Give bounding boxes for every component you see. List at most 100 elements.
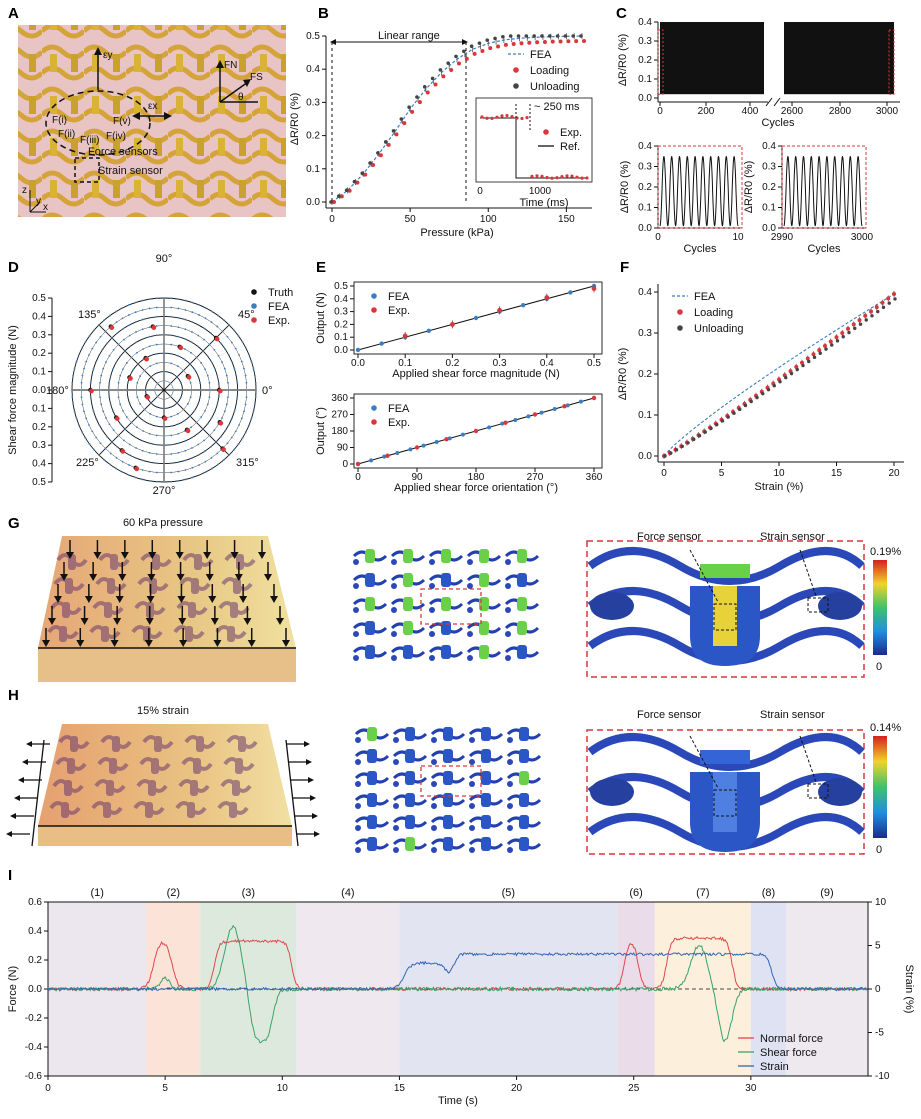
x-axis-label: Strain (%) xyxy=(755,481,804,493)
fea-point xyxy=(184,299,187,302)
h-force-sensor-label: Force sensor xyxy=(637,709,702,721)
fea-point xyxy=(177,298,180,301)
fea-point xyxy=(170,453,173,455)
tick-label: 90 xyxy=(411,472,423,483)
fea-point xyxy=(219,342,222,345)
mesh-node xyxy=(469,803,475,809)
fea-point xyxy=(117,381,120,384)
tick-label: -5 xyxy=(875,1028,884,1039)
fea-point xyxy=(135,341,138,344)
fea-point xyxy=(112,367,114,370)
loading-point xyxy=(441,74,446,79)
fea-point xyxy=(88,443,91,445)
exp-point xyxy=(120,448,126,454)
series-strain xyxy=(47,952,868,992)
panel-letter-a: A xyxy=(8,5,19,22)
fea-point xyxy=(153,389,156,391)
legend-fea: FEA xyxy=(388,403,410,415)
fea-point xyxy=(148,326,151,329)
panel-e: E 0.00.10.20.30.40.50.0 0.1 0.2 0.3 0.4 0.5Ap… xyxy=(315,259,603,494)
unloading-point xyxy=(555,34,560,38)
angle-0: 0° xyxy=(262,385,273,397)
mesh-node xyxy=(505,559,511,565)
fea-point xyxy=(121,317,124,320)
fea-point xyxy=(183,348,186,350)
fea-point xyxy=(195,421,198,424)
mesh-cell xyxy=(403,549,413,563)
mesh-cell xyxy=(481,815,491,829)
lattice-cell xyxy=(145,802,153,818)
fea-point xyxy=(236,381,239,384)
fea-point xyxy=(197,324,200,326)
lattice-cell xyxy=(233,578,241,594)
fea-point xyxy=(134,321,137,323)
fea-point xyxy=(155,343,158,346)
inset-250ms-label: ~ 250 ms xyxy=(534,101,580,113)
strain-arrow-head xyxy=(304,741,310,747)
inset-exp-point xyxy=(495,115,499,119)
fea-point xyxy=(106,342,109,345)
fea-point xyxy=(204,409,206,412)
fea-point xyxy=(116,445,119,448)
exp-point xyxy=(532,412,538,417)
panel-letter-d: D xyxy=(8,259,19,276)
lattice-cell xyxy=(238,736,246,752)
fea-point xyxy=(447,436,452,441)
loading-point xyxy=(558,39,563,44)
fea-point xyxy=(148,479,151,482)
fea-point xyxy=(88,335,91,337)
mesh-node xyxy=(355,781,361,787)
tick-label: 0.2 xyxy=(638,55,652,66)
fea-point xyxy=(170,315,173,318)
fea-point xyxy=(103,459,106,461)
tick-label: -0.4 xyxy=(25,1042,43,1053)
fea-point xyxy=(72,403,75,406)
strain-arrow-head xyxy=(14,795,20,801)
unloading-point xyxy=(501,34,505,39)
tick-label: 5 xyxy=(875,941,881,952)
fea-point xyxy=(568,290,573,295)
fea-point xyxy=(117,343,120,346)
mesh-cell xyxy=(367,815,377,829)
colorbar-g xyxy=(873,560,887,655)
exp-point xyxy=(217,388,223,394)
fea-point xyxy=(233,367,236,370)
axis-x: x xyxy=(43,202,48,213)
fea-point xyxy=(117,434,120,437)
phase-label: (3) xyxy=(242,887,255,899)
fea-point xyxy=(196,432,199,435)
tick-label: 0.0 xyxy=(762,223,776,234)
lattice-cell xyxy=(110,554,118,570)
fea-point xyxy=(141,318,144,321)
pressure-arrow-head xyxy=(230,552,239,559)
tick-label: 0.4 xyxy=(334,294,348,305)
fea-point xyxy=(200,416,203,418)
fea-point xyxy=(379,341,384,346)
loading-point xyxy=(863,313,868,318)
fea-point xyxy=(244,374,247,377)
exp-point xyxy=(162,416,168,421)
fea-point xyxy=(128,324,131,326)
phase-label: (8) xyxy=(762,887,775,899)
fea-point xyxy=(177,442,180,445)
phase-label: (4) xyxy=(341,887,354,899)
fea-point xyxy=(245,347,247,350)
angle-45: 45° xyxy=(238,309,255,321)
fea-point xyxy=(241,341,244,343)
fea-point xyxy=(219,435,222,438)
h-colorbar-min: 0 xyxy=(876,844,882,856)
pressure-arrow-head xyxy=(76,640,85,647)
pressure-arrow-head xyxy=(110,640,119,647)
mesh-node xyxy=(393,803,399,809)
mesh-cell xyxy=(517,549,527,563)
fea-point xyxy=(134,457,137,459)
loading-point xyxy=(550,39,555,44)
mesh-node xyxy=(429,631,435,637)
unloading-point xyxy=(784,375,788,380)
mesh-cell xyxy=(441,621,451,635)
unloading-point xyxy=(663,454,667,458)
fea-point xyxy=(134,301,137,304)
tick-label: 0.2 xyxy=(32,348,46,359)
fea-point xyxy=(95,417,97,420)
